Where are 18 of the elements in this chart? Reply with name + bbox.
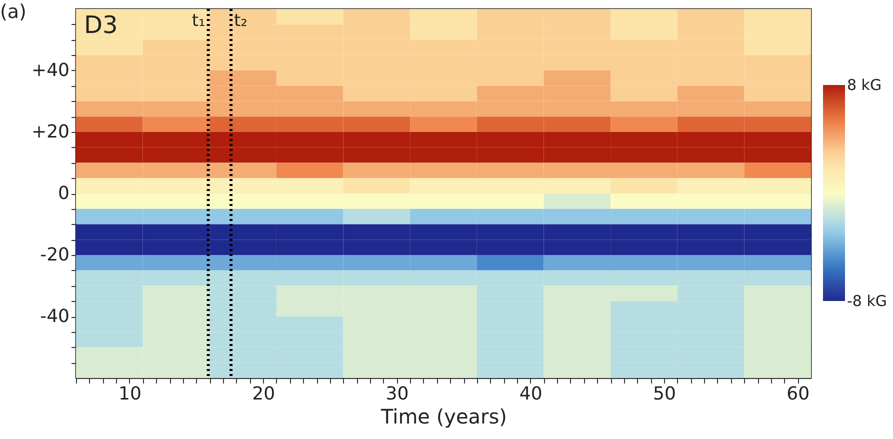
annotation: D3 [84, 11, 118, 39]
x-tick-label: 10 [118, 384, 142, 404]
ref-line-label: t₁ [192, 11, 206, 31]
color-bar-label: 8 kG [847, 76, 882, 94]
color-bar-label: -8 kG [847, 292, 888, 310]
x-tick-label: 50 [653, 384, 676, 404]
x-tick-label: 40 [519, 384, 542, 404]
ref-line-label: t₂ [234, 11, 248, 31]
x-tick-label: 20 [252, 384, 276, 404]
x-tick-label: 30 [386, 384, 409, 404]
y-tick-label: -40 [40, 306, 70, 327]
y-tick-label: -20 [40, 244, 70, 266]
text: (a) [0, 1, 26, 23]
y-tick-label: +20 [32, 122, 70, 142]
x-axis-title: Time (years) [380, 404, 507, 428]
x-tick-label: 60 [786, 384, 810, 404]
y-tick-label: +40 [32, 60, 70, 81]
y-tick-label: 0 [58, 183, 70, 204]
